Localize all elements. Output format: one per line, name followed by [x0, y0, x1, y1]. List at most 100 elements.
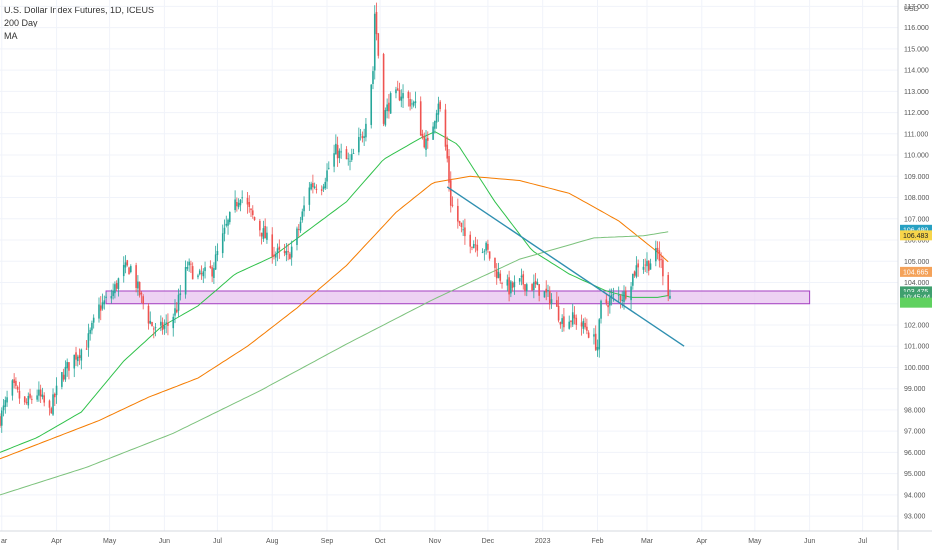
candle-body: [373, 13, 376, 71]
time-axis[interactable]: ar Apr May Jun Jul Aug Sep Oct Nov Dec 2023 Feb Mar A…: [0, 530, 932, 545]
candle-body: [600, 300, 602, 319]
candle-body: [637, 263, 639, 268]
grid-lines: [0, 0, 898, 531]
candle-body: [236, 201, 238, 207]
price-tick-label: 113.000: [904, 89, 929, 96]
price-axis[interactable]: 93.000 94.000 95.000 96.000 97.000 98.000 99.0…: [897, 0, 929, 550]
time-tick-label: May: [748, 538, 762, 545]
candle-body: [350, 154, 353, 160]
price-tick-label: 96.000: [904, 450, 926, 457]
candle-body: [179, 293, 182, 296]
price-badge: 106.483: [900, 230, 932, 241]
candle-body: [358, 136, 360, 153]
legend-ma-line-1: 200 Day: [4, 18, 38, 28]
candle-body: [338, 150, 341, 159]
candle-body: [55, 385, 58, 396]
candle-body: [191, 266, 194, 280]
candle-body: [68, 362, 70, 371]
candle-body: [559, 321, 562, 325]
candle-body: [320, 189, 323, 191]
candle-body: [214, 254, 217, 270]
candle-body: [402, 93, 404, 99]
candle-body: [248, 202, 251, 207]
candle-body: [152, 328, 155, 330]
candle-body: [624, 290, 627, 299]
candle-body: [435, 113, 438, 123]
candle-body: [289, 253, 291, 260]
candle-body: [375, 11, 378, 35]
candle-body: [536, 282, 539, 285]
candle-body: [409, 98, 411, 107]
candle-body: [534, 280, 537, 285]
candle-body: [11, 380, 14, 396]
candle-body: [660, 259, 662, 260]
candle-body: [655, 248, 657, 262]
candle-body: [462, 229, 464, 231]
candle-body: [345, 149, 348, 160]
price-tick-label: 107.000: [904, 216, 929, 223]
candle-body: [451, 204, 454, 206]
time-tick-label: Nov: [429, 538, 442, 545]
candle-body: [619, 295, 622, 301]
candle-body: [382, 53, 385, 124]
candle-body: [229, 212, 231, 223]
candle-body: [474, 244, 477, 246]
candle-body: [276, 248, 279, 253]
candle-body: [4, 400, 7, 407]
candle-body: [128, 267, 130, 275]
price-badge-bg: [900, 266, 932, 277]
candle-body: [630, 286, 632, 301]
candle-body: [347, 158, 350, 160]
candle-body: [31, 398, 33, 400]
candle-body: [469, 234, 472, 247]
candle-body: [635, 265, 638, 277]
candle-body: [548, 290, 551, 305]
candle-body: [209, 265, 212, 268]
support-zone: [105, 290, 811, 305]
candle-body: [38, 389, 40, 396]
candle-body: [18, 390, 21, 399]
candle-body: [487, 243, 489, 250]
candle-body: [621, 299, 624, 302]
candle-body: [389, 93, 392, 114]
candle-body: [285, 251, 288, 255]
candle-body: [76, 356, 79, 362]
time-tick-label: Jun: [159, 538, 170, 545]
candle-body: [398, 89, 401, 101]
candle-body: [52, 394, 54, 415]
candle-body: [122, 264, 125, 277]
candle-body: [299, 221, 302, 231]
candle-body: [510, 281, 512, 294]
candle-body: [580, 322, 583, 327]
candle-body: [322, 186, 325, 190]
candle-body: [273, 254, 275, 257]
candle-body: [53, 393, 56, 398]
ma-line-orange-mid: [0, 175, 669, 460]
candle-body: [605, 299, 608, 304]
time-tick-label: Aug: [266, 538, 279, 545]
candle-body: [151, 321, 153, 327]
candle-body: [172, 316, 175, 329]
candle-body: [464, 227, 466, 237]
candle-body: [426, 137, 429, 141]
candle-body: [644, 264, 647, 266]
candle-body: [538, 284, 540, 296]
candle-body: [48, 400, 51, 408]
candle-body: [377, 33, 380, 56]
candle-body: [460, 222, 463, 228]
candle-body: [160, 321, 162, 326]
candle-body: [41, 394, 44, 397]
candle-body: [175, 309, 178, 313]
price-badge-bg: [900, 224, 932, 235]
candle-body: [264, 225, 266, 239]
candle-body: [213, 268, 215, 278]
candle-body: [310, 183, 312, 190]
candle-body: [571, 312, 574, 325]
candle-body: [609, 297, 611, 306]
candle-body: [349, 160, 351, 162]
candle-body: [457, 205, 459, 222]
candle-body: [184, 267, 187, 295]
candle-body: [545, 288, 548, 293]
candle-body: [287, 251, 289, 253]
